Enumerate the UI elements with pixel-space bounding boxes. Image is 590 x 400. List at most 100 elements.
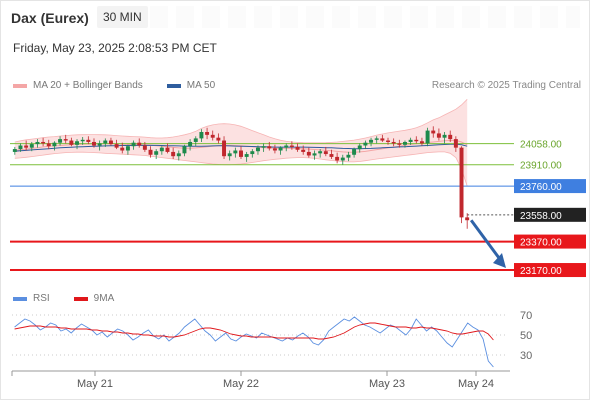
ma20-label: MA 20 + Bollinger Bands [33,80,143,91]
bollinger-upper-line [14,99,468,144]
candle-body [52,142,57,147]
candle-body [58,139,63,143]
candle-body [159,147,164,152]
candle-body [165,147,170,152]
candle-body [425,130,430,144]
candle-body [397,143,402,145]
level-tag [514,179,586,194]
candle-body [205,132,210,135]
candle-body [239,150,243,157]
level-label: 23910.00 [520,161,562,172]
candle-body [289,145,294,147]
candle-body [374,138,379,140]
x-tick-label: May 24 [458,378,494,390]
rsi-line [14,316,494,368]
ma50-label: MA 50 [186,80,216,91]
rsi-ma-label: 9MA [93,293,115,304]
rsi-ma-swatch [73,296,88,301]
timestamp: Friday, May 23, 2025 2:08:53 PM CET [13,41,217,55]
candle-body [154,151,159,155]
rsi-swatch [13,296,27,301]
candle-body [402,141,407,145]
candle-body [92,141,96,146]
level-tag [514,234,586,249]
candle-body [63,139,68,141]
rsi-legend: RSI 9MA [13,293,114,304]
candle-body [171,151,176,157]
candle-body [176,153,181,157]
candle-body [148,149,153,155]
candle-body [255,147,260,152]
bollinger-lower-line [14,151,468,187]
candle-body [380,138,385,141]
candle-body [35,141,40,145]
timeframe-button[interactable]: 30 MIN [97,6,148,28]
level-tag [514,207,586,222]
candle-body [448,134,453,140]
candle-body [363,142,368,146]
candle-body [419,141,424,144]
candle-body [193,138,198,142]
candle-body [408,139,413,142]
candle-body [120,147,125,151]
candle-body [29,144,34,148]
candle-body [69,140,74,145]
candle-body [41,141,46,144]
level-label: 23370.00 [520,238,562,249]
level-label: 24058.00 [520,140,562,151]
projection-arrow-line [469,219,504,263]
candle-body [386,140,390,142]
candle-body [199,132,204,139]
candle-body [465,217,470,221]
credit-text: Research © 2025 Trading Central [431,80,581,91]
candle-body [18,145,23,150]
candle-body [114,144,119,148]
candle-body [125,146,130,151]
candle-body [346,154,351,158]
price-legend: MA 20 + Bollinger Bands MA 50 [13,80,215,91]
candle-body [431,130,436,134]
candle-body [137,142,142,146]
candle-body [216,137,221,141]
ma50-line [14,143,468,152]
candle-body [80,139,85,142]
candle-body [414,139,419,142]
level-label: 23170.00 [520,266,562,277]
candle-body [86,139,91,142]
bollinger-band-fill [14,99,468,187]
candle-body [278,147,283,151]
candle-body [222,140,227,157]
candle-body [357,145,362,150]
instrument-title: Dax (Eurex) [11,10,89,26]
candle-body [391,141,396,144]
candle-body [306,151,311,156]
projection-arrow-head [493,253,506,269]
candle-body [323,151,328,155]
candle-body [97,143,102,146]
candle-body [46,143,51,147]
candle-body [24,145,29,148]
candle-body [335,156,340,161]
candle-body [75,141,80,145]
ma20-swatch [13,83,27,88]
candle-body [108,140,113,145]
candle-body [436,133,441,138]
level-label: 23760.00 [520,182,562,193]
x-tick-label: May 22 [223,378,259,390]
candle-body [267,146,272,149]
candle-body [227,153,232,157]
x-tick-label: May 23 [369,378,405,390]
candle-body [301,149,306,152]
candle-body [369,139,374,143]
rsi-tick-label: 70 [520,310,532,322]
level-label: 23558.00 [520,211,562,222]
candle-body [142,145,147,150]
candle-body [312,153,317,156]
candle-body [244,154,249,157]
candle-body [442,134,447,138]
rsi-ma-line [14,322,494,341]
candle-body [210,134,215,138]
x-tick-label: May 21 [77,378,113,390]
candle-body [12,149,17,152]
